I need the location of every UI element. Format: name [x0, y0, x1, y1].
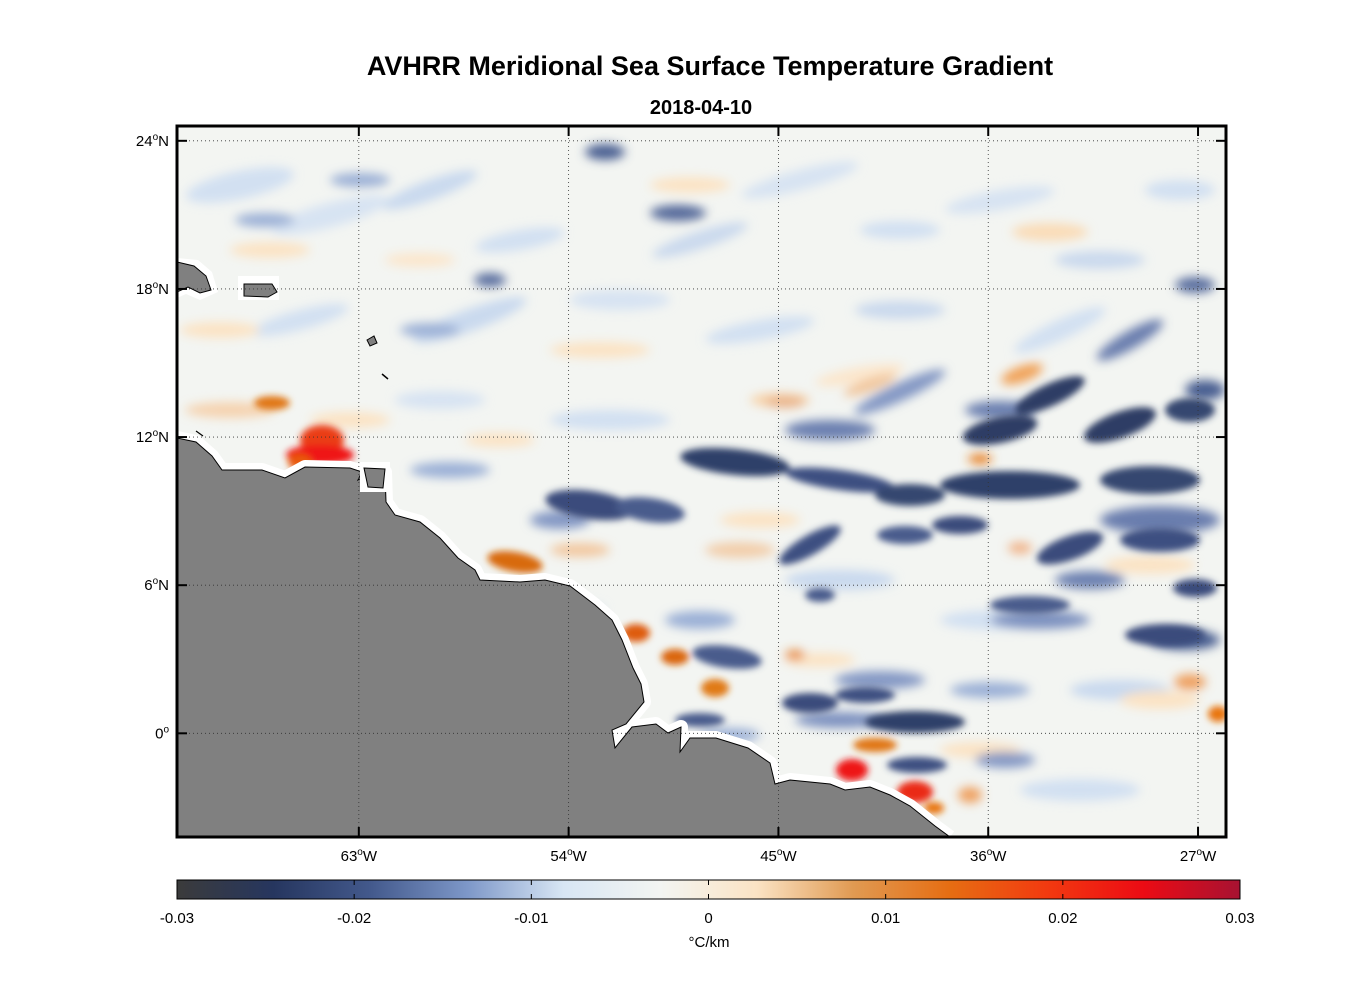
grenada	[195, 430, 204, 437]
lon-tick-label: 27oW	[1180, 847, 1217, 865]
hispaniola	[177, 261, 212, 294]
map-frame	[175, 124, 1228, 839]
figure-title: AVHRR Meridional Sea Surface Temperature…	[367, 51, 1053, 81]
colorbar-tick-label: 0.02	[1048, 910, 1077, 927]
martinique	[381, 373, 389, 380]
axis-ticks: 63oW 54oW 45oW 36oW 27oW 24oN 18oN 12oN 6oN 0o	[136, 126, 1226, 865]
map-grid	[177, 126, 1226, 837]
figure-subtitle: 2018-04-10	[650, 97, 752, 119]
lon-tick-label: 54oW	[550, 847, 587, 865]
lat-tick-label: 0o	[155, 724, 169, 742]
colorbar-tick-label: 0.03	[1225, 910, 1254, 927]
colorbar-tick-label: 0.01	[871, 910, 900, 927]
colorbar-tick-label: -0.03	[160, 910, 194, 927]
colorbar-tick-label: 0	[704, 910, 712, 927]
lon-tick-label: 36oW	[970, 847, 1007, 865]
lon-tick-label: 63oW	[341, 847, 378, 865]
colorbar-tick-label: -0.01	[514, 910, 548, 927]
puerto-rico	[243, 283, 278, 298]
colorbar-ticks: -0.03 -0.02 -0.01 0 0.01 0.02 0.03	[160, 880, 1255, 927]
lon-tick-label: 45oW	[760, 847, 797, 865]
land-masses	[177, 258, 955, 837]
colorbar-label: °C/km	[689, 934, 730, 951]
colorbar-tick-label: -0.02	[337, 910, 371, 927]
gradient-field-strong	[254, 376, 1226, 814]
lat-tick-label: 6oN	[144, 576, 169, 594]
map-panel	[177, 126, 1226, 837]
trinidad	[363, 467, 386, 489]
guadeloupe	[366, 335, 378, 347]
lat-tick-label: 18oN	[136, 280, 169, 298]
colorbar: -0.03 -0.02 -0.01 0 0.01 0.02 0.03 °C/km	[160, 879, 1255, 951]
lat-tick-label: 24oN	[136, 132, 169, 150]
lat-tick-label: 12oN	[136, 428, 169, 446]
gradient-field	[180, 144, 1225, 803]
